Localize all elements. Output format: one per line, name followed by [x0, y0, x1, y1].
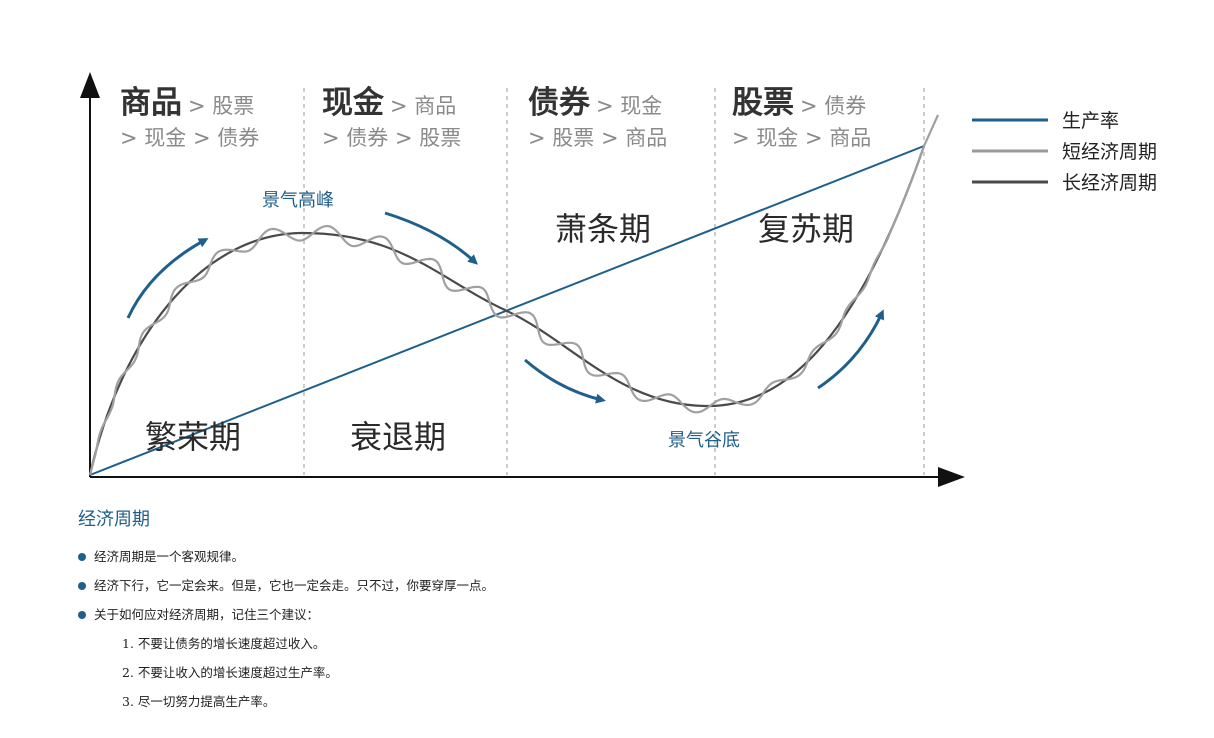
trough-label: 景气谷底	[668, 430, 740, 451]
bullet-dot-icon	[78, 553, 86, 561]
stage-depression: 萧条期	[555, 210, 651, 248]
fall-arrow-icon	[384, 211, 478, 265]
note-bullet-3: 关于如何应对经济周期，记住三个建议：	[78, 607, 978, 636]
peak-label: 景气高峰	[262, 190, 334, 211]
legend-label-long-cycle: 长经济周期	[1062, 172, 1157, 194]
note-text-2: 经济下行，它一定会来。但是，它也一定会走。只不过，你要穿厚一点。	[94, 578, 495, 593]
x-axis-arrow-icon	[938, 467, 965, 487]
phase-1-header: 商品 > 股票	[120, 85, 254, 121]
legend-label-short-cycle: 短经济周期	[1062, 141, 1157, 163]
phase-3-order: > 股票 > 商品	[528, 126, 667, 150]
advice-item-2: 2. 不要让收入的增长速度超过生产率。	[122, 665, 338, 680]
long-cycle-curve	[88, 145, 926, 476]
phase-3-header: 债券 > 现金	[528, 85, 662, 121]
short-cycle-curve	[88, 114, 940, 476]
rise-arrow-icon	[126, 238, 209, 319]
stage-recovery: 复苏期	[758, 210, 854, 248]
note-bullet-1: 经济周期是一个客观规律。	[78, 549, 978, 578]
phase-4-order: > 现金 > 商品	[732, 126, 871, 150]
economic-cycle-diagram: 商品 > 股票 > 现金 > 债券 现金 > 商品 > 债券 > 股票 债券 > 现金…	[80, 72, 1157, 487]
stage-recession: 衰退期	[350, 418, 446, 456]
legend-label-productivity: 生产率	[1062, 110, 1119, 132]
legend: 生产率 短经济周期 长经济周期	[972, 110, 1157, 194]
y-axis-arrow-icon	[80, 72, 100, 98]
notes-title: 经济周期	[78, 509, 150, 530]
recovery-arrow-icon	[817, 309, 884, 390]
note-bullet-2: 经济下行，它一定会来。但是，它也一定会走。只不过，你要穿厚一点。	[78, 578, 978, 607]
note-text-3: 关于如何应对经济周期，记住三个建议：	[94, 607, 320, 622]
note-text-1: 经济周期是一个客观规律。	[94, 549, 245, 564]
bullet-dot-icon	[78, 611, 86, 619]
phase-2-header: 现金 > 商品	[322, 85, 456, 121]
advice-item-1: 1. 不要让债务的增长速度超过收入。	[122, 636, 326, 651]
bullet-dot-icon	[78, 582, 86, 590]
advice-item-3: 3. 尽一切努力提高生产率。	[122, 694, 276, 709]
stage-prosperity: 繁荣期	[145, 418, 241, 456]
down-arrow-icon	[524, 358, 606, 404]
phase-4-header: 股票 > 债券	[732, 85, 866, 121]
notes-section: 经济周期 经济周期是一个客观规律。 经济下行，它一定会来。但是，它也一定会走。只…	[78, 505, 978, 723]
phase-2-order: > 债券 > 股票	[322, 126, 461, 150]
phase-1-order: > 现金 > 债券	[120, 126, 259, 150]
